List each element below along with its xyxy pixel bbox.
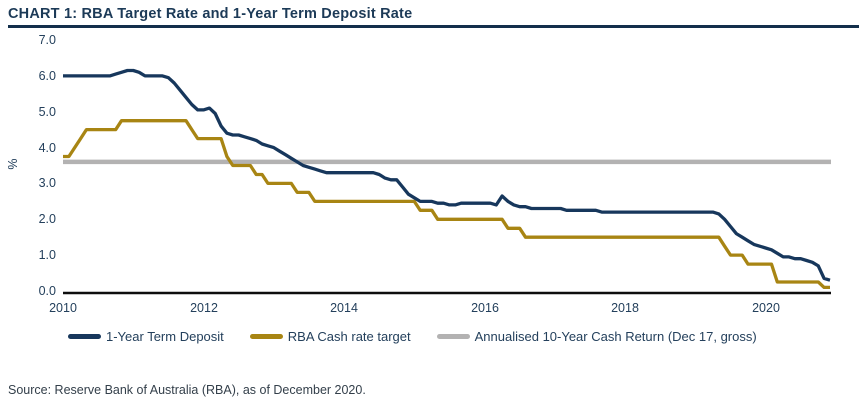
y-axis-tick: 1.0	[38, 248, 56, 262]
legend-label: Annualised 10-Year Cash Return (Dec 17, …	[474, 329, 757, 344]
line-chart-canvas	[63, 68, 831, 295]
legend-item-cash-rate: RBA Cash rate target	[249, 329, 411, 344]
legend-item-term-deposit: 1-Year Term Deposit	[68, 329, 224, 344]
y-axis-tick: 3.0	[38, 176, 56, 190]
source-note: Source: Reserve Bank of Australia (RBA),…	[8, 383, 366, 397]
term-deposit-line	[63, 68, 831, 282]
chart-title: CHART 1: RBA Target Rate and 1-Year Term…	[8, 6, 413, 22]
cash-rate-line	[63, 119, 830, 290]
y-axis-label: %	[6, 158, 20, 170]
y-axis-tick: 2.0	[38, 212, 56, 226]
cash-return-swatch-icon	[436, 334, 470, 339]
y-axis-tick: 0.0	[38, 284, 56, 298]
x-axis-tick: 2014	[330, 301, 358, 315]
y-axis-tick: 5.0	[38, 105, 56, 119]
cash-rate-swatch-icon	[249, 334, 283, 339]
legend-label: 1-Year Term Deposit	[106, 329, 224, 344]
legend: 1-Year Term Deposit RBA Cash rate target…	[68, 329, 757, 344]
x-axis-tick: 2020	[752, 301, 780, 315]
x-axis-tick: 2010	[49, 301, 77, 315]
legend-label: RBA Cash rate target	[287, 329, 411, 344]
x-axis-tick: 2012	[190, 301, 218, 315]
y-axis-tick: 7.0	[38, 33, 56, 47]
term-deposit-swatch-icon	[68, 334, 101, 339]
title-underline	[8, 25, 859, 28]
y-axis-tick: 6.0	[38, 69, 56, 83]
x-axis-tick: 2016	[471, 301, 499, 315]
x-axis-tick: 2018	[611, 301, 639, 315]
legend-item-cash-return: Annualised 10-Year Cash Return (Dec 17, …	[436, 329, 757, 344]
y-axis-tick: 4.0	[38, 141, 56, 155]
